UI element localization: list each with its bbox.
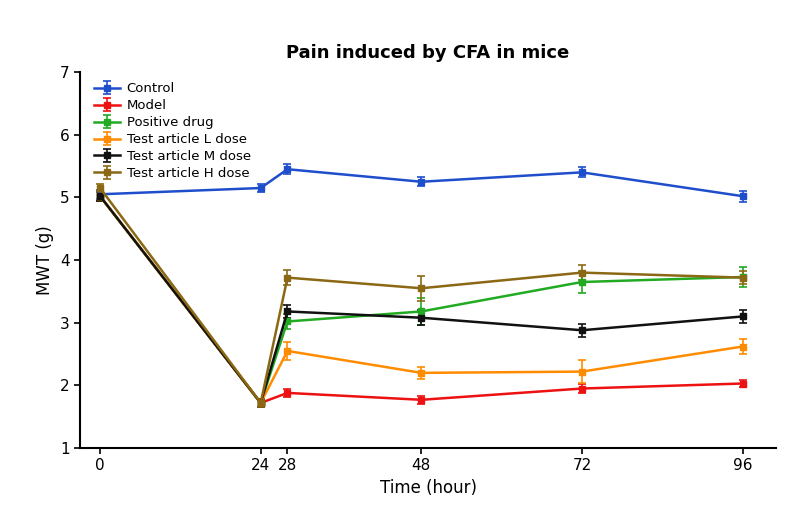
Legend: Control, Model, Positive drug, Test article L dose, Test article M dose, Test ar: Control, Model, Positive drug, Test arti… — [94, 82, 250, 180]
X-axis label: Time (hour): Time (hour) — [379, 479, 477, 497]
Text: Medicilon Case: complete Freund's adjuvant (CFA) induced inflammatory pain model: Medicilon Case: complete Freund's adjuva… — [39, 11, 761, 26]
Y-axis label: MWT (g): MWT (g) — [36, 225, 54, 295]
Title: Pain induced by CFA in mice: Pain induced by CFA in mice — [286, 44, 570, 62]
